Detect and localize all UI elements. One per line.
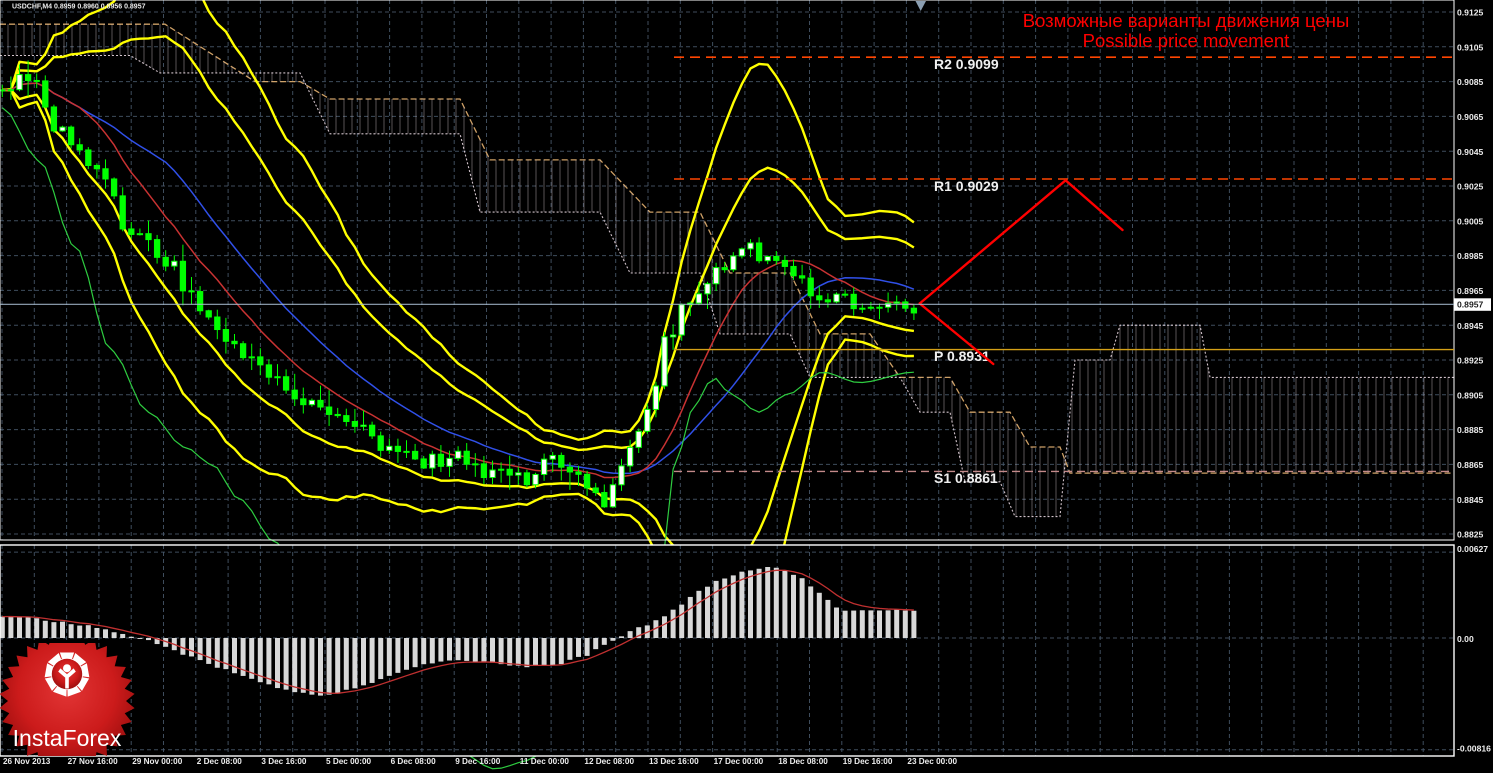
svg-text:17 Dec 00:00: 17 Dec 00:00 xyxy=(714,757,764,766)
svg-text:0.8905: 0.8905 xyxy=(1457,390,1484,400)
svg-text:0.00: 0.00 xyxy=(1457,634,1474,644)
svg-text:S1 0.8861: S1 0.8861 xyxy=(934,470,998,486)
svg-text:0.9065: 0.9065 xyxy=(1457,112,1484,122)
svg-text:6 Dec 08:00: 6 Dec 08:00 xyxy=(391,757,437,766)
svg-text:18 Dec 08:00: 18 Dec 08:00 xyxy=(778,757,828,766)
svg-text:0.9105: 0.9105 xyxy=(1457,42,1484,52)
svg-text:InstaForex: InstaForex xyxy=(13,725,122,751)
svg-text:0.8885: 0.8885 xyxy=(1457,425,1484,435)
svg-text:0.8865: 0.8865 xyxy=(1457,460,1484,470)
svg-text:-0.00816: -0.00816 xyxy=(1457,744,1491,754)
svg-text:12 Dec 08:00: 12 Dec 08:00 xyxy=(584,757,634,766)
svg-text:27 Nov 16:00: 27 Nov 16:00 xyxy=(68,757,119,766)
svg-text:P 0.8931: P 0.8931 xyxy=(934,348,990,364)
svg-text:0.8945: 0.8945 xyxy=(1457,321,1484,331)
svg-text:9 Dec 16:00: 9 Dec 16:00 xyxy=(455,757,501,766)
svg-text:0.9085: 0.9085 xyxy=(1457,77,1484,87)
svg-text:5 Dec 00:00: 5 Dec 00:00 xyxy=(326,757,372,766)
svg-text:0.9025: 0.9025 xyxy=(1457,182,1484,192)
svg-text:R2 0.9099: R2 0.9099 xyxy=(934,56,999,72)
svg-text:0.00627: 0.00627 xyxy=(1457,544,1488,554)
svg-text:29 Nov 00:00: 29 Nov 00:00 xyxy=(132,757,183,766)
svg-text:0.8845: 0.8845 xyxy=(1457,495,1484,505)
svg-text:Possible price movement: Possible price movement xyxy=(1083,30,1290,51)
svg-text:3 Dec 16:00: 3 Dec 16:00 xyxy=(261,757,307,766)
svg-text:USDCHF,M4 0.8959 0.8960 0.89: USDCHF,M4 0.8959 0.8960 0.8956 0.8957 xyxy=(12,3,146,10)
svg-text:11 Dec 00:00: 11 Dec 00:00 xyxy=(520,757,570,766)
svg-text:19 Dec 16:00: 19 Dec 16:00 xyxy=(843,757,893,766)
svg-text:23 Dec 00:00: 23 Dec 00:00 xyxy=(907,757,957,766)
svg-text:0.8825: 0.8825 xyxy=(1457,530,1484,540)
svg-text:0.8985: 0.8985 xyxy=(1457,251,1484,261)
svg-text:13 Dec 16:00: 13 Dec 16:00 xyxy=(649,757,699,766)
svg-text:0.9005: 0.9005 xyxy=(1457,216,1484,226)
svg-text:R1 0.9029: R1 0.9029 xyxy=(934,178,999,194)
svg-text:2 Dec 08:00: 2 Dec 08:00 xyxy=(197,757,243,766)
svg-text:0.9125: 0.9125 xyxy=(1457,8,1484,18)
svg-text:0.9045: 0.9045 xyxy=(1457,147,1484,157)
svg-text:26 Nov 2013: 26 Nov 2013 xyxy=(3,757,51,766)
svg-text:Возможные варианты движения це: Возможные варианты движения цены xyxy=(1023,10,1350,31)
svg-text:0.8925: 0.8925 xyxy=(1457,356,1484,366)
svg-text:0.8957: 0.8957 xyxy=(1457,300,1484,310)
svg-text:0.8965: 0.8965 xyxy=(1457,286,1484,296)
